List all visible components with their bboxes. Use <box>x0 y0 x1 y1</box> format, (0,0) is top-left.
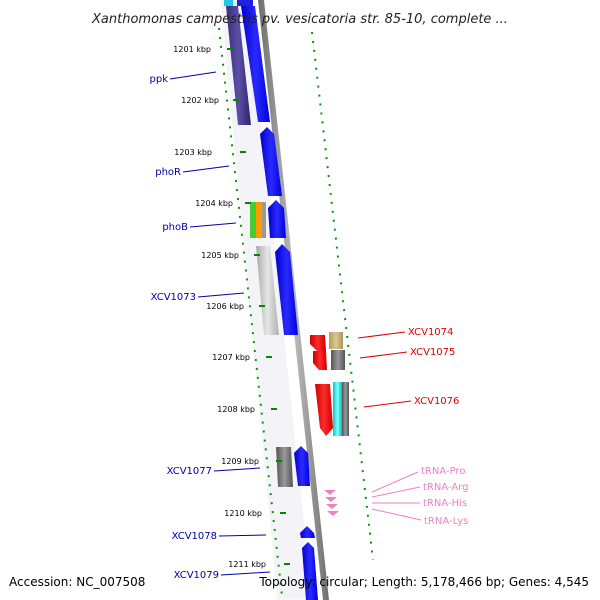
kbp-tick-label: 1209 kbp <box>221 457 259 466</box>
kbp-tick-label: 1203 kbp <box>174 148 212 157</box>
gene-top-cyan <box>224 0 233 6</box>
gene-label[interactable]: XCV1076 <box>414 396 459 407</box>
gene-label[interactable]: tRNA-His <box>423 498 467 509</box>
gene-label[interactable]: tRNA-Pro <box>421 466 465 477</box>
gene-phob-gray <box>262 202 266 238</box>
gene-label[interactable]: phoB <box>162 222 188 233</box>
trna-pro-mark <box>324 490 336 495</box>
kbp-tick-label: 1202 kbp <box>181 96 219 105</box>
gene-leader-line <box>169 71 217 80</box>
gene-label[interactable]: phoR <box>155 167 181 178</box>
gene-XCV1073 <box>275 244 298 335</box>
gene-leader-line <box>197 292 245 298</box>
gene-label[interactable]: tRNA-Arg <box>423 482 468 493</box>
gene-label[interactable]: ppk <box>150 74 169 85</box>
kbp-tick-label: 1201 kbp <box>173 45 211 54</box>
kbp-tick-label: 1211 kbp <box>228 560 266 569</box>
kbp-tick-label: 1206 kbp <box>206 302 244 311</box>
gene-xcv1074-khaki <box>329 332 343 349</box>
gene-xcv1077-gray <box>276 447 293 487</box>
gene-leader-line <box>218 534 267 537</box>
gene-leader-line <box>189 222 237 228</box>
gene-XCV1074 <box>310 335 326 351</box>
gene-label[interactable]: XCV1078 <box>172 531 217 542</box>
kbp-tick-label: 1210 kbp <box>224 509 262 518</box>
gene-leader-line <box>371 508 422 521</box>
gene-phoR <box>260 127 282 196</box>
trna-lys-mark <box>327 511 339 516</box>
gene-label[interactable]: XCV1075 <box>410 347 455 358</box>
kbp-tick-label: 1205 kbp <box>201 251 239 260</box>
gene-phoB <box>268 200 286 238</box>
gene-top-blue <box>237 0 253 6</box>
gene-label[interactable]: XCV1079 <box>174 570 219 581</box>
trna-arg-mark <box>325 497 337 502</box>
gene-leader-line <box>220 571 271 576</box>
gene-leader-line <box>359 351 408 359</box>
kbp-tick-label: 1204 kbp <box>195 199 233 208</box>
gene-label[interactable]: tRNA-Lys <box>424 516 468 527</box>
map-title: Xanthomonas campestris pv. vesicatoria s… <box>91 12 508 27</box>
gene-XCV1079 <box>302 542 318 600</box>
gene-leader-line <box>357 331 406 339</box>
gene-ppk <box>241 6 270 122</box>
gene-leader-line <box>182 165 230 173</box>
gene-XCV1075 <box>313 351 327 370</box>
trna-his-mark <box>326 504 338 509</box>
gene-label[interactable]: XCV1073 <box>151 292 196 303</box>
accession-text: Accession: NC_007508 <box>9 575 145 589</box>
gene-xcv1076-cyan <box>333 382 342 436</box>
gene-leader-line <box>363 400 412 408</box>
kbp-tick-label: 1207 kbp <box>212 353 250 362</box>
gene-XCV1077 <box>294 446 310 486</box>
right-guide-line <box>311 31 374 561</box>
gene-labels: ppk phoR phoB XCV1073 XCV1077 XCV1078 XCV1079 X… <box>150 71 468 581</box>
kbp-tick-label: 1208 kbp <box>217 405 255 414</box>
gene-ppk-indigo <box>226 6 251 125</box>
gene-phob-green <box>250 202 256 238</box>
gene-leader-line <box>213 467 261 472</box>
gene-xcv1075-gray <box>331 350 345 370</box>
gene-phob-orange <box>256 202 262 238</box>
gene-XCV1076 <box>315 384 333 436</box>
gene-XCV1078 <box>300 526 315 538</box>
gene-leader-line <box>371 486 421 498</box>
gene-label[interactable]: XCV1077 <box>167 466 212 477</box>
minus-strand-band <box>302 0 376 600</box>
gene-xcv1076-gray <box>342 382 349 436</box>
genome-summary-text: Topology: circular; Length: 5,178,466 bp… <box>258 575 589 589</box>
position-ticks: 1201 kbp 1202 kbp 1203 kbp 1204 kbp 1205 kbp… <box>173 45 290 569</box>
gene-xcv1073-light <box>256 246 279 335</box>
gene-label[interactable]: XCV1074 <box>408 327 453 338</box>
gene-leader-line <box>371 471 419 493</box>
